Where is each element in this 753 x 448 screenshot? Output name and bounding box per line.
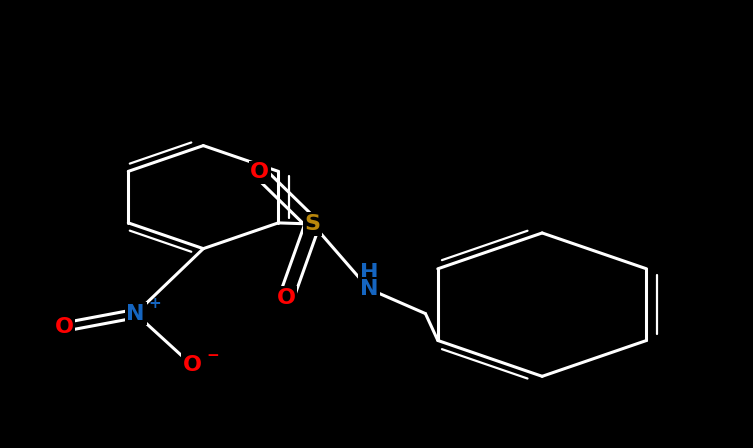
- Text: O: O: [54, 317, 74, 337]
- Text: O: O: [276, 288, 296, 308]
- Text: N: N: [127, 304, 145, 323]
- Text: O: O: [182, 355, 202, 375]
- Text: O: O: [250, 163, 270, 182]
- Text: N: N: [360, 279, 378, 299]
- Text: S: S: [304, 214, 321, 234]
- Text: +: +: [148, 296, 160, 311]
- Text: H: H: [360, 263, 378, 283]
- Text: −: −: [207, 348, 219, 363]
